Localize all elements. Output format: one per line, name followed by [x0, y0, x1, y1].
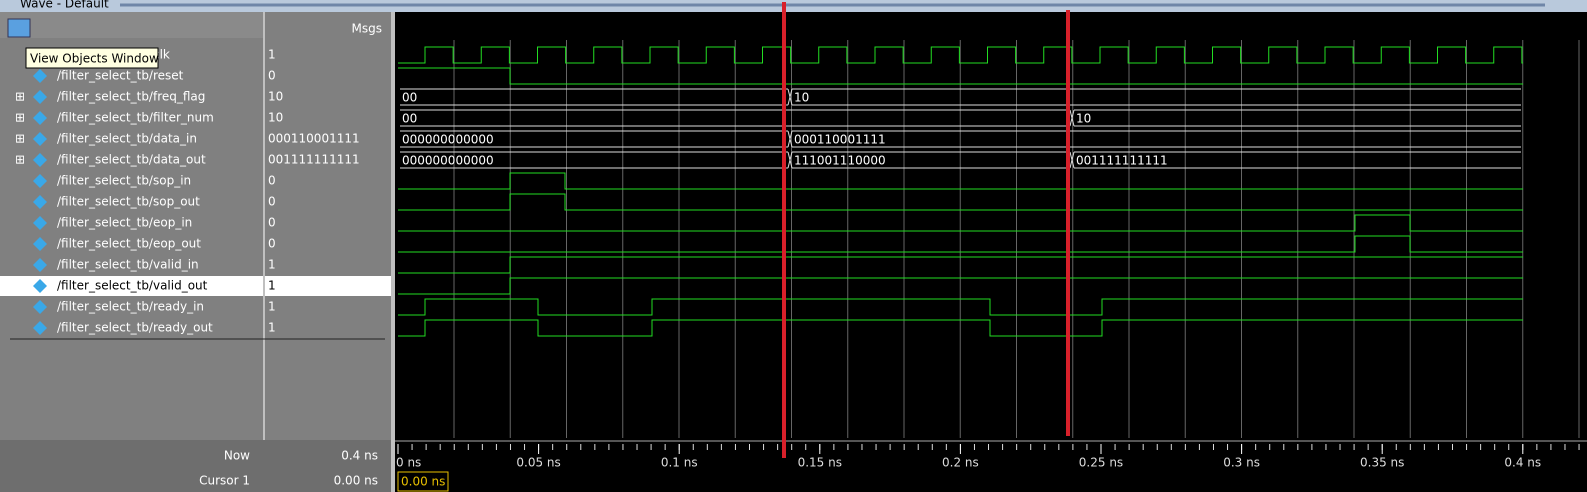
signal-value: 1	[268, 300, 276, 314]
now-label: Now	[224, 449, 250, 463]
signal-name: /filter_select_tb/data_in	[57, 132, 197, 146]
signal-icon	[33, 174, 47, 188]
signal-value: 001111111111	[268, 153, 360, 167]
bus-value: 000000000000	[402, 154, 494, 168]
signal-icon	[33, 195, 47, 209]
signal-value: 0	[268, 237, 276, 251]
msgs-header: Msgs	[352, 22, 382, 36]
expand-icon: ⊞	[15, 111, 25, 125]
splitter	[391, 12, 395, 492]
signal-name: /filter_select_tb/sop_out	[57, 195, 200, 209]
waveform	[398, 235, 1523, 253]
signal-icon	[33, 216, 47, 230]
selected-row	[265, 276, 391, 296]
signal-value: 1	[268, 258, 276, 272]
timeline-label: 0.15 ns	[798, 456, 842, 470]
bus-value: 000000000000	[402, 133, 494, 147]
objects-button[interactable]	[7, 18, 31, 38]
toolbar	[0, 12, 263, 38]
bus-waveform	[400, 109, 1521, 127]
signal-name: /filter_select_tb/eop_in	[57, 216, 192, 230]
signal-name: /filter_select_tb/ready_in	[57, 300, 204, 314]
signal-icon	[33, 90, 47, 104]
timeline-label: 0.2 ns	[942, 456, 979, 470]
signal-name: /filter_select_tb/data_out	[57, 153, 206, 167]
cursor-value: 0.00 ns	[334, 474, 378, 488]
selected-row	[0, 276, 263, 296]
now-value: 0.4 ns	[341, 449, 378, 463]
signal-icon	[33, 132, 47, 146]
signal-icon	[33, 321, 47, 335]
signal-name: /filter_select_tb/freq_flag	[57, 90, 205, 104]
timeline-label: 0.3 ns	[1223, 456, 1260, 470]
splitter	[263, 12, 265, 492]
timeline-pane	[395, 440, 1587, 492]
status-pane	[0, 440, 391, 492]
waveform	[398, 193, 1523, 211]
signal-name: /filter_select_tb/filter_num	[57, 111, 214, 125]
waveform	[398, 46, 1523, 64]
timeline-label: 0 ns	[396, 456, 421, 470]
signal-icon	[33, 153, 47, 167]
signal-value: 000110001111	[268, 132, 360, 146]
signal-icon	[33, 69, 47, 83]
bus-value: 111001110000	[794, 154, 886, 168]
waveform	[398, 67, 1523, 85]
window-title: Wave - Default	[20, 0, 109, 11]
bus-value: 00	[402, 91, 417, 105]
bus-waveform	[400, 88, 1521, 106]
timeline-label: 0.05 ns	[516, 456, 560, 470]
cursor-box-text: 0.00 ns	[401, 475, 445, 489]
signal-icon	[33, 111, 47, 125]
bus-value: 001111111111	[1076, 154, 1168, 168]
bus-value: 10	[794, 91, 809, 105]
tooltip-text: View Objects Window	[30, 52, 159, 66]
signal-name: /filter_select_tb/reset	[57, 69, 184, 83]
waveform	[398, 277, 1523, 295]
bus-waveform	[400, 151, 1521, 169]
waveform	[398, 214, 1523, 232]
signal-value: 1	[268, 279, 276, 293]
signal-name: /filter_select_tb/valid_out	[57, 279, 208, 293]
waveform	[398, 256, 1523, 274]
signal-name: /filter_select_tb/ready_out	[57, 321, 213, 335]
signal-value: 1	[268, 321, 276, 335]
bus-value: 000110001111	[794, 133, 886, 147]
timeline-label: 0.1 ns	[661, 456, 698, 470]
signal-icon	[33, 237, 47, 251]
tooltip	[25, 47, 159, 69]
expand-icon: ⊞	[15, 153, 25, 167]
signal-name: /filter_select_tb/sop_in	[57, 174, 191, 188]
timeline-label: 0.25 ns	[1079, 456, 1123, 470]
bus-value: 10	[1076, 112, 1091, 126]
expand-icon: ⊞	[15, 132, 25, 146]
bus-value: 00	[402, 112, 417, 126]
waveform	[398, 298, 1523, 316]
signal-value: 0	[268, 216, 276, 230]
signal-value: 10	[268, 111, 283, 125]
signal-value: 1	[268, 48, 276, 62]
signal-value: 0	[268, 69, 276, 83]
waveform	[398, 172, 1523, 190]
bus-waveform	[400, 130, 1521, 148]
timeline-label: 0.4 ns	[1504, 456, 1541, 470]
cursor-box	[397, 471, 449, 492]
values-pane	[265, 12, 391, 440]
signal-value: 0	[268, 195, 276, 209]
waveform	[398, 319, 1523, 337]
signal-icon	[33, 258, 47, 272]
signal-name: /filter_select_tb/valid_in	[57, 258, 199, 272]
signal-name: /filter_select_tb/eop_out	[57, 237, 201, 251]
cursor-label: Cursor 1	[199, 474, 250, 488]
signal-icon	[33, 300, 47, 314]
expand-icon: ⊞	[15, 90, 25, 104]
signal-icon	[33, 279, 47, 293]
signal-value: 10	[268, 90, 283, 104]
timeline-label: 0.35 ns	[1360, 456, 1404, 470]
signal-value: 0	[268, 174, 276, 188]
